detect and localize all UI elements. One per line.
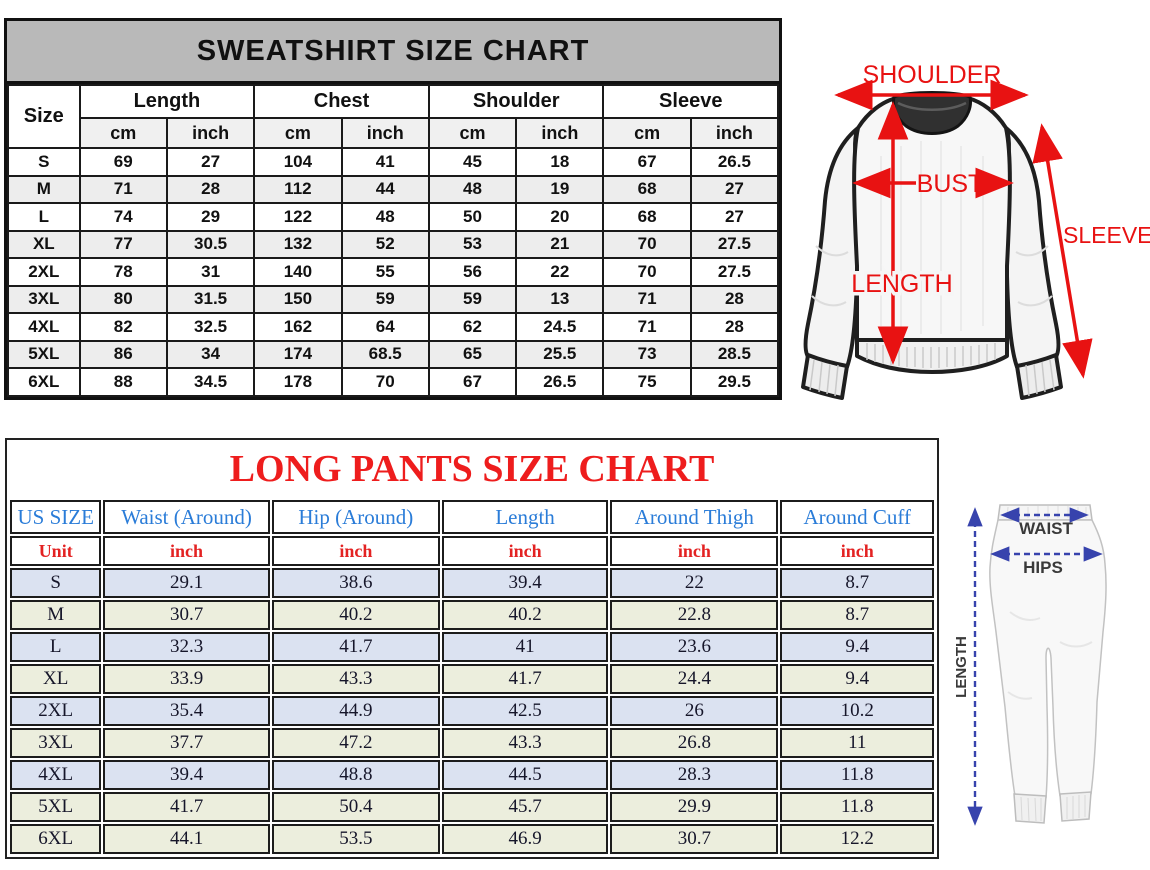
waist-header: Waist (Around) bbox=[103, 500, 270, 534]
around-thigh-header: Around Thigh bbox=[610, 500, 779, 534]
table-row: 4XL 39.4 48.8 44.5 28.3 11.8 bbox=[10, 760, 934, 790]
sleeve-arrow bbox=[1032, 123, 1093, 379]
unit-cell: inch bbox=[610, 536, 779, 566]
size-cell: XL bbox=[10, 664, 102, 694]
sweatshirt-table: Size Length Chest Shoulder Sleeve cm inc… bbox=[7, 84, 780, 397]
table-row: XL 33.9 43.3 41.7 24.4 9.4 bbox=[10, 664, 934, 694]
sweatshirt-measurement-diagram: SHOULDER BUST LENGTH SLEEVE bbox=[801, 61, 1150, 400]
hip-header: Hip (Around) bbox=[271, 500, 440, 534]
size-cell: M bbox=[7, 174, 81, 204]
table-row: M 71 28 112 44 48 19 68 27 bbox=[7, 174, 780, 204]
bust-label: BUST bbox=[917, 170, 984, 198]
table-row: M 30.7 40.2 40.2 22.8 8.7 bbox=[10, 600, 934, 630]
length-label: LENGTH bbox=[851, 270, 952, 298]
size-cell: 6XL bbox=[10, 824, 102, 854]
table-row: 5XL 86 34 174 68.5 65 25.5 73 28.5 bbox=[7, 339, 780, 369]
size-cell: 6XL bbox=[7, 367, 81, 397]
length-column-header: Length bbox=[78, 84, 256, 119]
size-cell: XL bbox=[7, 229, 81, 259]
size-cell: 5XL bbox=[7, 339, 81, 369]
pants-measurement-diagram: WAIST HIPS LENGTH bbox=[953, 504, 1107, 826]
unit-cell: inch bbox=[103, 536, 270, 566]
sweatshirt-header-row: Size Length Chest Shoulder Sleeve bbox=[7, 84, 779, 149]
unit-header: inch bbox=[515, 117, 605, 149]
size-cell: 3XL bbox=[10, 728, 102, 758]
unit-label: Unit bbox=[10, 536, 102, 566]
unit-header: inch bbox=[689, 117, 780, 149]
table-row: 6XL 44.1 53.5 46.9 30.7 12.2 bbox=[10, 824, 934, 854]
unit-header: inch bbox=[340, 117, 430, 149]
table-row: S 69 27 104 41 45 18 67 26.5 bbox=[7, 147, 780, 177]
size-column-header: Size bbox=[7, 84, 81, 149]
size-cell: 3XL bbox=[7, 284, 81, 314]
table-row: L 32.3 41.7 41 23.6 9.4 bbox=[10, 632, 934, 662]
unit-header: cm bbox=[78, 117, 168, 149]
pants-illustration bbox=[989, 504, 1107, 824]
size-cell: S bbox=[10, 568, 102, 598]
table-row: 6XL 88 34.5 178 70 67 26.5 75 29.5 bbox=[7, 367, 780, 397]
pants-measure-arrows bbox=[967, 507, 1103, 826]
size-cell: S bbox=[7, 147, 81, 177]
pants-length-label: LENGTH bbox=[953, 636, 970, 698]
sweatshirt-measure-arrows bbox=[834, 79, 1093, 379]
shoulder-label: SHOULDER bbox=[863, 61, 1002, 89]
pants-header-row: US SIZE Waist (Around) Hip (Around) Leng… bbox=[10, 500, 934, 534]
size-cell: 2XL bbox=[10, 696, 102, 726]
size-cell: M bbox=[10, 600, 102, 630]
chest-column-header: Chest bbox=[253, 84, 430, 119]
size-cell: L bbox=[10, 632, 102, 662]
hips-label: HIPS bbox=[1023, 558, 1063, 577]
around-cuff-header: Around Cuff bbox=[780, 500, 934, 534]
table-row: L 74 29 122 48 50 20 68 27 bbox=[7, 202, 780, 232]
shoulder-column-header: Shoulder bbox=[427, 84, 605, 119]
table-row: 3XL 80 31.5 150 59 59 13 71 28 bbox=[7, 284, 780, 314]
table-row: 4XL 82 32.5 162 64 62 24.5 71 28 bbox=[7, 312, 780, 342]
unit-header: cm bbox=[602, 117, 692, 149]
unit-header: cm bbox=[253, 117, 343, 149]
size-cell: 2XL bbox=[7, 257, 81, 287]
pants-chart-title: LONG PANTS SIZE CHART bbox=[229, 448, 715, 490]
table-row: 5XL 41.7 50.4 45.7 29.9 11.8 bbox=[10, 792, 934, 822]
long-pants-size-chart: LONG PANTS SIZE CHART US SIZE Waist (Aro… bbox=[5, 438, 939, 859]
pants-unit-row: Unit inch inch inch inch inch bbox=[10, 536, 934, 566]
sweatshirt-chart-title: SWEATSHIRT SIZE CHART bbox=[7, 21, 779, 84]
sweatshirt-size-chart: SWEATSHIRT SIZE CHART Size Length Chest … bbox=[4, 18, 782, 400]
sweatshirt-unit-row: cm inch cm inch cm inch cm inch bbox=[8, 117, 780, 149]
table-row: 3XL 37.7 47.2 43.3 26.8 11 bbox=[10, 728, 934, 758]
waist-label: WAIST bbox=[1019, 519, 1073, 538]
sleeve-label: SLEEVE bbox=[1063, 222, 1150, 248]
unit-header: cm bbox=[427, 117, 518, 149]
table-row: 2XL 35.4 44.9 42.5 26 10.2 bbox=[10, 696, 934, 726]
unit-cell: inch bbox=[441, 536, 609, 566]
unit-header: inch bbox=[165, 117, 256, 149]
length-header: Length bbox=[441, 500, 609, 534]
unit-cell: inch bbox=[271, 536, 440, 566]
sleeve-column-header: Sleeve bbox=[602, 84, 779, 119]
size-cell: L bbox=[7, 202, 81, 232]
sweatshirt-illustration bbox=[801, 91, 1063, 400]
table-row: XL 77 30.5 132 52 53 21 70 27.5 bbox=[7, 229, 780, 259]
pants-table: US SIZE Waist (Around) Hip (Around) Leng… bbox=[8, 498, 936, 856]
size-cell: 4XL bbox=[10, 760, 102, 790]
unit-cell: inch bbox=[780, 536, 934, 566]
table-row: 2XL 78 31 140 55 56 22 70 27.5 bbox=[7, 257, 780, 287]
size-cell: 5XL bbox=[10, 792, 102, 822]
size-cell: 4XL bbox=[7, 312, 81, 342]
table-row: S 29.1 38.6 39.4 22 8.7 bbox=[10, 568, 934, 598]
us-size-header: US SIZE bbox=[10, 500, 102, 534]
